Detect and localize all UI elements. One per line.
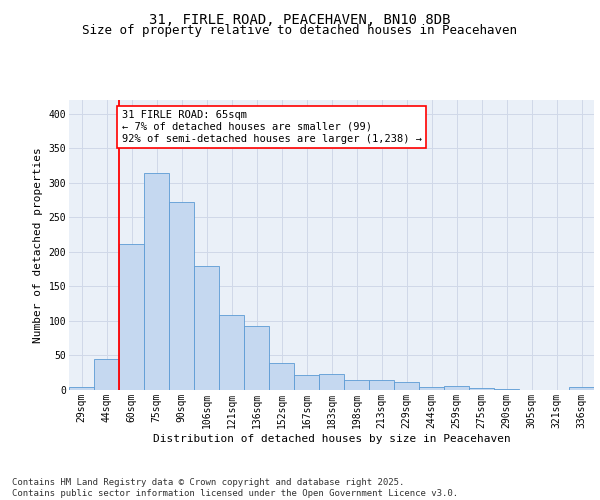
Bar	[494, 388, 519, 390]
X-axis label: Distribution of detached houses by size in Peacehaven: Distribution of detached houses by size …	[152, 434, 511, 444]
Text: 31 FIRLE ROAD: 65sqm
← 7% of detached houses are smaller (99)
92% of semi-detach: 31 FIRLE ROAD: 65sqm ← 7% of detached ho…	[121, 110, 421, 144]
Bar	[194, 266, 219, 390]
Bar	[419, 386, 444, 390]
Bar	[269, 363, 294, 390]
Text: Size of property relative to detached houses in Peacehaven: Size of property relative to detached ho…	[83, 24, 517, 37]
Bar	[369, 380, 394, 390]
Bar	[219, 314, 244, 390]
Bar	[144, 172, 169, 390]
Bar	[344, 380, 369, 390]
Bar	[94, 359, 119, 390]
Bar	[119, 244, 144, 390]
Bar	[569, 387, 594, 390]
Bar	[244, 326, 269, 390]
Bar	[319, 374, 344, 390]
Bar	[394, 382, 419, 390]
Bar	[69, 386, 94, 390]
Text: 31, FIRLE ROAD, PEACEHAVEN, BN10 8DB: 31, FIRLE ROAD, PEACEHAVEN, BN10 8DB	[149, 12, 451, 26]
Bar	[169, 202, 194, 390]
Bar	[294, 375, 319, 390]
Bar	[469, 388, 494, 390]
Text: Contains HM Land Registry data © Crown copyright and database right 2025.
Contai: Contains HM Land Registry data © Crown c…	[12, 478, 458, 498]
Bar	[444, 386, 469, 390]
Y-axis label: Number of detached properties: Number of detached properties	[33, 147, 43, 343]
